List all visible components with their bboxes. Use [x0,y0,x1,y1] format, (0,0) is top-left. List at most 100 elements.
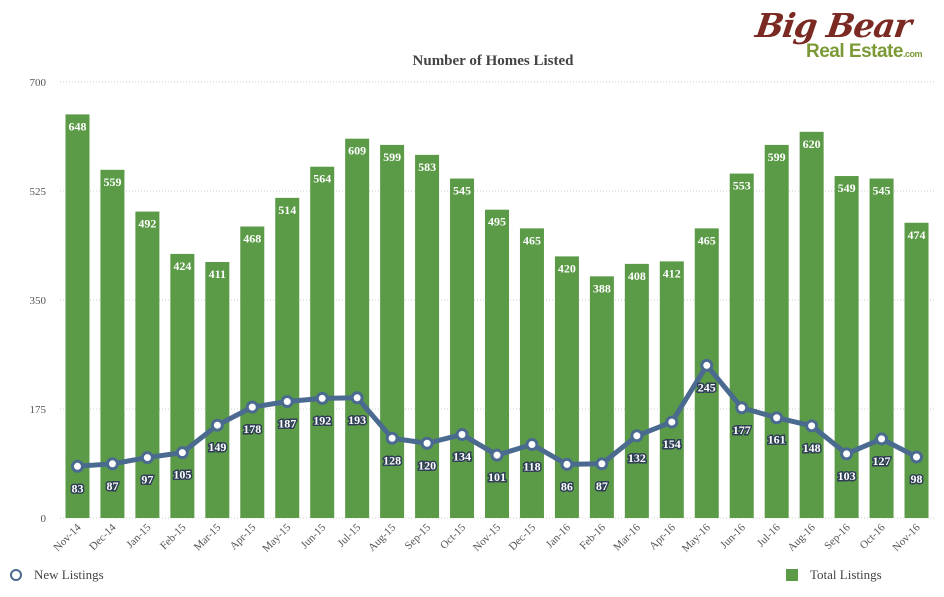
brand-logo: Big Bear Real Estate.com [750,6,930,66]
line-series: 83 87 97 105 149 178 187 192 193 128 120 134 101 118 8… [70,358,924,497]
bar-value-label: 492 [138,217,156,231]
bar-value-label: 411 [209,267,226,281]
line-point [245,400,259,414]
bar-value-label: 468 [243,232,261,246]
bar-value-label: 420 [558,261,576,275]
logo-line1: Big Bear [753,6,914,45]
x-axis: Nov-14 Dec-14 Jan-15 Feb-15 Mar-15 Apr-15 May-… [51,521,923,554]
bar [310,166,335,519]
bar-value-label: 514 [278,203,296,217]
legend-new-listings-label: New Listings [34,567,104,582]
line-point [910,450,924,464]
x-tick-label: Dec-15 [507,521,539,553]
line-value-label: 87 [596,479,608,493]
line-point [875,432,889,446]
bar [729,173,754,518]
line-point [630,429,644,443]
x-tick-label: Jan-16 [544,521,574,551]
line-value-label: 120 [418,458,436,472]
bar [170,253,195,518]
y-tick-label: 350 [30,295,47,307]
line-value-label: 105 [173,468,191,482]
legend-total-listings-label: Total Listings [810,567,882,582]
bar [240,226,265,518]
x-tick-label: Jun-16 [718,521,748,551]
bar-value-label: 599 [768,150,786,164]
x-tick-label: Nov-14 [51,521,84,554]
bar [485,209,509,518]
x-tick-label: Apr-15 [228,521,259,552]
line-value-label: 192 [313,413,331,427]
bar-value-label: 495 [488,215,506,229]
bar-value-label: 388 [593,281,611,295]
bar-swatch-icon [786,569,798,581]
line-point [280,395,294,409]
line-point [770,411,784,425]
line-point [210,418,224,432]
x-tick-label: Mar-15 [192,521,224,553]
bar [519,228,544,518]
bar [345,138,370,518]
bar-value-label: 545 [453,184,471,198]
x-tick-label: Feb-15 [158,521,189,552]
line-point [420,436,434,450]
x-tick-label: Aug-16 [786,521,819,554]
bar-value-label: 553 [733,179,751,193]
x-tick-label: Apr-16 [647,521,678,552]
line-value-label: 128 [383,453,401,467]
bar-value-label: 609 [348,144,366,158]
bar [764,144,789,518]
logo-line2: Real Estate.com [806,41,922,63]
x-tick-label: Sep-15 [403,521,434,552]
x-tick-label: May-16 [680,521,713,554]
bar-series: 648 559 492 424 411 468 514 564 609 599 583 545 495 4… [65,114,929,519]
x-tick-label: Sep-16 [822,521,853,552]
line-value-label: 98 [911,472,923,486]
line-value-label: 87 [106,479,118,493]
bar [624,263,649,518]
line-point [105,457,119,471]
bar-value-label: 412 [663,266,681,280]
bar-value-label: 599 [383,150,401,164]
line-marker-icon [10,569,22,581]
line-value-label: 178 [243,422,261,436]
line-value-label: 101 [488,470,506,484]
line-value-label: 134 [453,450,471,464]
bar-value-label: 583 [418,160,436,174]
x-tick-label: Oct-15 [438,521,468,551]
line-point [350,391,364,405]
x-tick-label: Jun-15 [299,521,329,551]
line-value-label: 245 [698,380,716,394]
bar-value-label: 408 [628,269,646,283]
chart-title: Number of Homes Listed [413,53,575,69]
x-tick-label: Jan-15 [124,521,154,551]
bar [799,131,824,519]
line-point [805,419,819,433]
bar [589,276,614,518]
bar [415,154,440,519]
line-value-label: 177 [733,423,751,437]
x-tick-label: Dec-14 [87,521,119,553]
bar-value-label: 559 [103,175,121,189]
logo-line2-text: Real Estate [806,41,903,62]
x-tick-label: Jul-15 [335,521,363,549]
line-point [140,451,154,465]
bar-value-label: 564 [313,172,331,186]
line-value-label: 118 [523,460,540,474]
bar-value-label: 648 [68,119,86,133]
line-point [525,438,539,452]
y-tick-label: 175 [30,404,47,416]
line-value-label: 127 [873,454,891,468]
x-tick-label: Nov-15 [471,521,504,554]
line-point [840,447,854,461]
line-value-label: 83 [71,481,83,495]
x-tick-label: May-15 [260,521,293,554]
bar-value-label: 465 [523,233,541,247]
bar [869,178,894,519]
bar [205,262,230,518]
bar-value-label: 549 [838,181,856,195]
x-tick-label: Feb-16 [577,521,608,552]
line-value-label: 187 [278,417,296,431]
line-value-label: 103 [838,469,856,483]
